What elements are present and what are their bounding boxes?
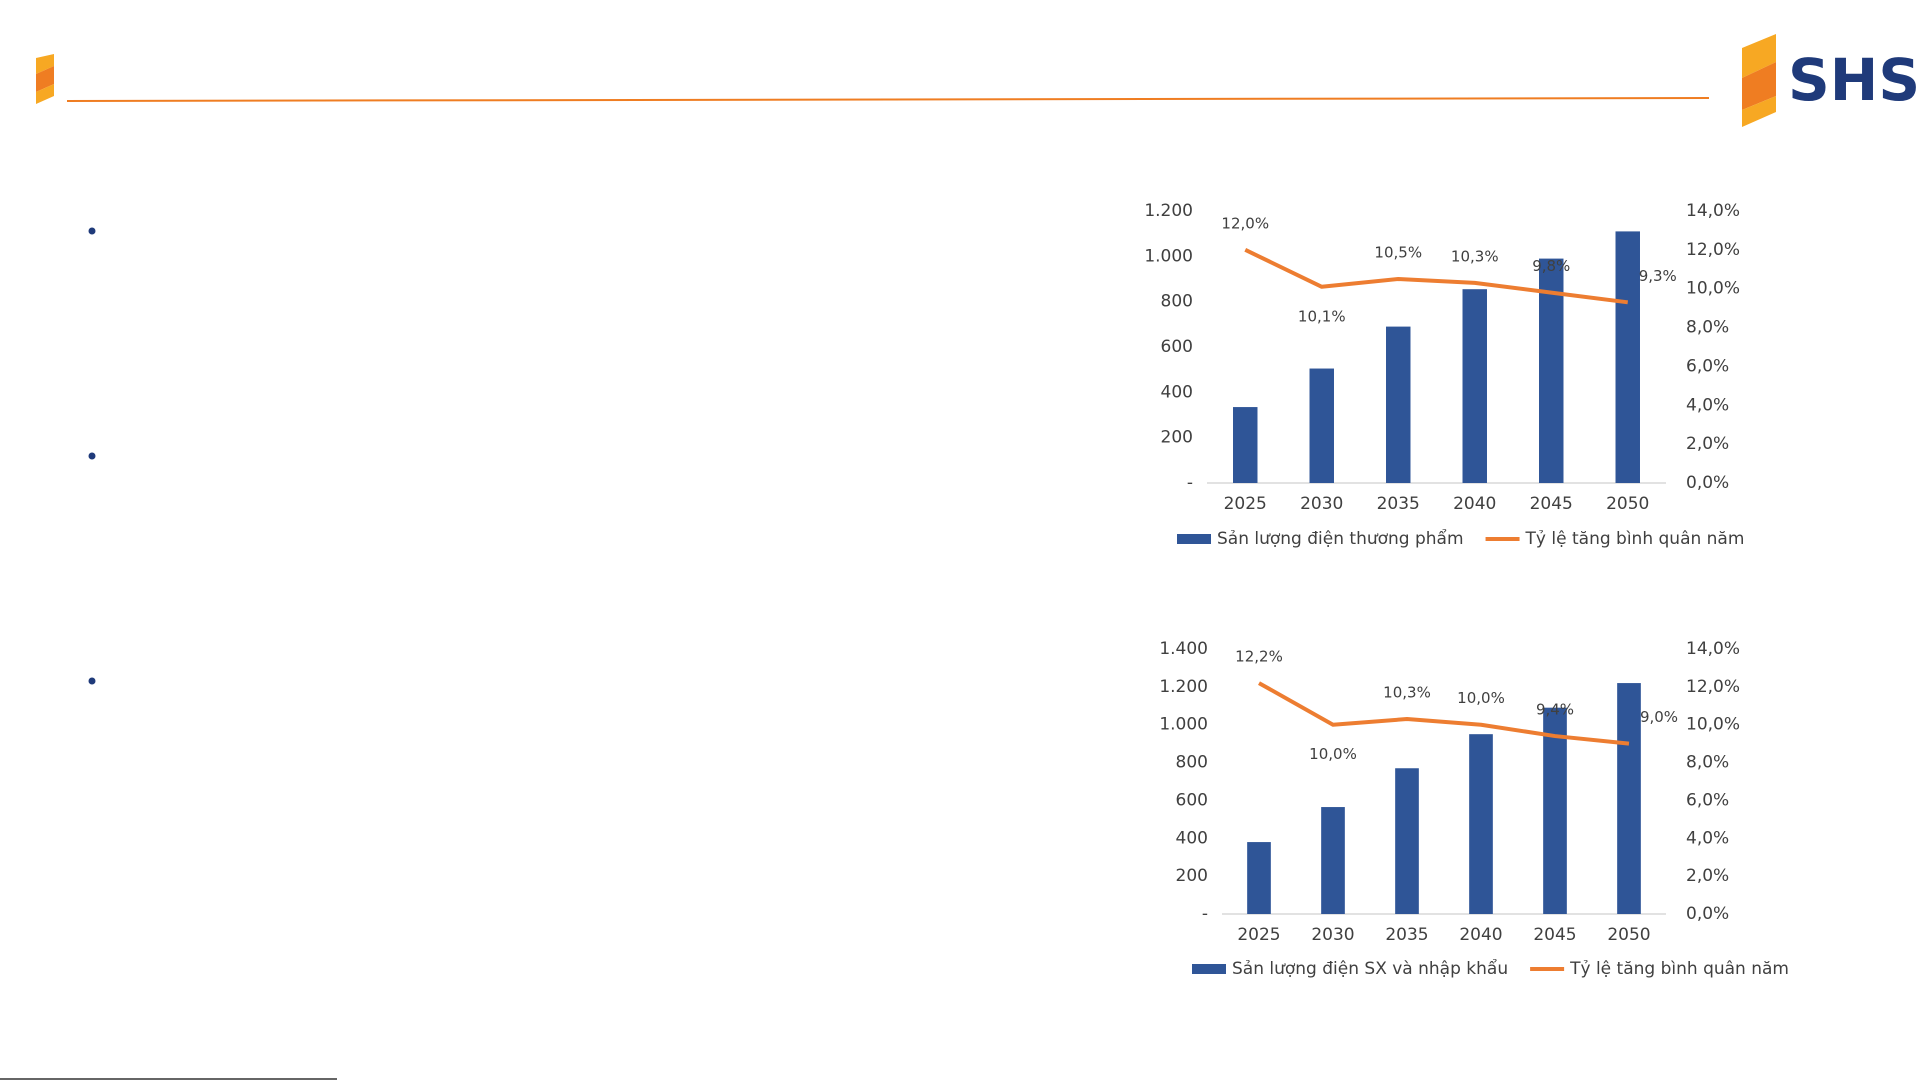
y-tick-label: 400 xyxy=(1161,382,1193,402)
data-label: 10,3% xyxy=(1383,684,1431,702)
legend-label: Sản lượng điện SX và nhập khẩu xyxy=(1232,958,1508,979)
y2-tick-label: 10,0% xyxy=(1686,715,1740,735)
brand-name: SHS xyxy=(1788,46,1920,114)
legend-swatch xyxy=(1177,534,1211,544)
y-tick-label: - xyxy=(1202,904,1208,924)
x-tick-label: 2030 xyxy=(1311,925,1354,945)
line xyxy=(1244,248,1629,305)
bar xyxy=(1539,258,1564,483)
data-label: 9,4% xyxy=(1536,701,1574,719)
legend-swatch xyxy=(1192,964,1226,974)
y-tick-label: 600 xyxy=(1176,790,1208,810)
x-tick-label: 2030 xyxy=(1300,494,1343,514)
bar xyxy=(1462,289,1487,483)
data-label: 9,8% xyxy=(1532,257,1570,275)
brand-logo: SHS xyxy=(1742,34,1920,127)
y2-tick-label: 6,0% xyxy=(1686,356,1729,376)
x-tick-label: 2025 xyxy=(1224,494,1267,514)
y2-tick-label: 8,0% xyxy=(1686,318,1729,338)
bar xyxy=(1617,683,1641,914)
y2-tick-label: 4,0% xyxy=(1686,395,1729,415)
y-tick-label: - xyxy=(1187,473,1193,493)
data-label: 10,0% xyxy=(1309,745,1357,763)
bullet xyxy=(88,677,96,685)
bar xyxy=(1309,368,1334,483)
bar xyxy=(1615,231,1640,483)
y-tick-label: 800 xyxy=(1161,292,1193,312)
line xyxy=(1258,681,1630,746)
x-tick-label: 2045 xyxy=(1533,925,1576,945)
bar xyxy=(1469,734,1493,914)
y-tick-label: 800 xyxy=(1176,753,1208,773)
data-label: 10,5% xyxy=(1374,244,1422,262)
bar xyxy=(1543,707,1567,914)
y-tick-label: 600 xyxy=(1161,337,1193,357)
x-tick-label: 2025 xyxy=(1237,925,1280,945)
bar xyxy=(1233,407,1258,483)
legend-label: Tỷ lệ tăng bình quân năm xyxy=(1569,959,1789,979)
y2-tick-label: 12,0% xyxy=(1686,677,1740,697)
x-tick-label: 2035 xyxy=(1385,925,1428,945)
y2-tick-label: 8,0% xyxy=(1686,753,1729,773)
bar xyxy=(1247,842,1271,914)
bar xyxy=(1321,807,1345,914)
legend-label: Tỷ lệ tăng bình quân năm xyxy=(1525,529,1745,549)
y-tick-label: 1.400 xyxy=(1159,639,1208,659)
data-label: 10,1% xyxy=(1298,307,1346,325)
y2-tick-label: 0,0% xyxy=(1686,473,1729,493)
data-label: 12,0% xyxy=(1221,214,1269,232)
y2-tick-label: 4,0% xyxy=(1686,828,1729,848)
y2-tick-label: 6,0% xyxy=(1686,790,1729,810)
legend-label: Sản lượng điện thương phẩm xyxy=(1217,528,1464,549)
x-tick-label: 2040 xyxy=(1459,925,1502,945)
y-tick-label: 400 xyxy=(1176,828,1208,848)
y2-tick-label: 0,0% xyxy=(1686,904,1729,924)
data-label: 12,2% xyxy=(1235,648,1283,666)
x-tick-label: 2040 xyxy=(1453,494,1496,514)
y-tick-label: 1.200 xyxy=(1159,677,1208,697)
y-tick-label: 1.000 xyxy=(1144,246,1193,266)
x-tick-label: 2050 xyxy=(1606,494,1649,514)
y2-tick-label: 2,0% xyxy=(1686,434,1729,454)
small-logo xyxy=(36,54,54,104)
y2-tick-label: 2,0% xyxy=(1686,866,1729,886)
data-label: 9,3% xyxy=(1639,267,1677,285)
y2-tick-label: 14,0% xyxy=(1686,639,1740,659)
y2-tick-label: 14,0% xyxy=(1686,201,1740,221)
y-tick-label: 1.000 xyxy=(1159,715,1208,735)
bullet xyxy=(88,452,96,460)
y2-tick-label: 10,0% xyxy=(1686,279,1740,299)
y2-tick-label: 12,0% xyxy=(1686,240,1740,260)
x-tick-label: 2035 xyxy=(1377,494,1420,514)
x-tick-label: 2045 xyxy=(1530,494,1573,514)
header-rule xyxy=(66,97,1710,102)
y-tick-label: 1.200 xyxy=(1144,201,1193,221)
bar xyxy=(1395,768,1419,914)
data-label: 10,3% xyxy=(1451,247,1499,265)
data-label: 9,0% xyxy=(1640,708,1678,726)
y-tick-label: 200 xyxy=(1176,866,1208,886)
data-label: 10,0% xyxy=(1457,689,1505,707)
bar xyxy=(1386,326,1411,483)
x-tick-label: 2050 xyxy=(1607,925,1650,945)
bullet xyxy=(88,227,96,235)
y-tick-label: 200 xyxy=(1161,428,1193,448)
